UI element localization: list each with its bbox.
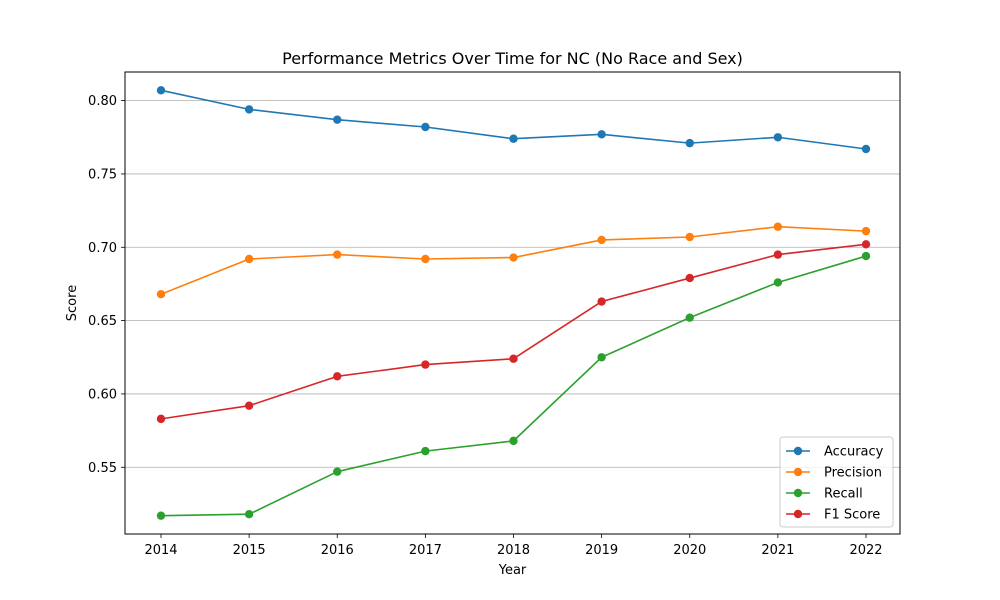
precision-point (509, 253, 518, 262)
series-precision (156, 222, 871, 299)
legend: Accuracy Precision Recall F1 Score (779, 436, 894, 528)
y-tick-label: 0.70 (88, 241, 117, 256)
legend-marker-f1-score (793, 509, 803, 519)
accuracy-point (509, 134, 518, 143)
grid-lines (125, 100, 900, 468)
y-tick-label: 0.60 (88, 387, 117, 402)
f1-score-point (861, 240, 871, 249)
chart-title: Performance Metrics Over Time for NC (No… (282, 49, 743, 68)
x-tick-label: 2014 (144, 543, 177, 558)
legend-frame (779, 436, 894, 528)
series-recall (156, 251, 871, 520)
legend-marker-recall (793, 488, 803, 498)
recall-line (160, 255, 867, 517)
accuracy-point (333, 115, 342, 124)
series-f1-score (156, 240, 871, 424)
accuracy-point (156, 86, 166, 95)
recall-point (156, 511, 166, 520)
y-tick-label: 0.80 (88, 94, 117, 109)
f1-score-point (156, 414, 166, 424)
x-axis-label: Year (498, 563, 527, 578)
y-tick-label: 0.65 (88, 314, 117, 329)
plot-frame (124, 71, 901, 535)
precision-point (421, 254, 430, 264)
legend-label-recall: Recall (824, 487, 863, 502)
f1-score-point (509, 354, 518, 363)
f1-score-point (597, 297, 606, 306)
precision-point (773, 222, 783, 231)
accuracy-point (773, 133, 783, 142)
recall-point (685, 313, 694, 322)
f1-score-point (685, 273, 694, 283)
legend-label-accuracy: Accuracy (824, 445, 884, 460)
recall-point (861, 251, 871, 261)
series-layer (156, 86, 871, 520)
y-tick-label: 0.55 (88, 461, 117, 476)
legend-label-precision: Precision (824, 466, 882, 481)
x-tick-label: 2015 (233, 543, 266, 558)
legend-marker-accuracy (793, 446, 803, 456)
f1-score-line (160, 243, 867, 420)
f1-score-point (421, 360, 430, 369)
recall-point (509, 436, 518, 446)
x-tick-label: 2016 (321, 543, 354, 558)
accuracy-point (861, 144, 871, 154)
precision-point (861, 226, 871, 236)
x-tick-label: 2018 (497, 543, 530, 558)
legend-marker-precision (793, 467, 803, 477)
series-accuracy (156, 86, 871, 154)
legend-label-f1-score: F1 Score (824, 508, 880, 523)
y-axis-label: Score (65, 285, 80, 321)
recall-point (333, 467, 342, 476)
x-tick-label: 2017 (409, 543, 442, 558)
recall-point (244, 510, 254, 519)
f1-score-point (333, 372, 342, 381)
precision-point (333, 250, 342, 259)
x-tick-label: 2021 (761, 543, 794, 558)
recall-point (597, 353, 606, 362)
precision-point (685, 232, 694, 242)
f1-score-point (244, 401, 254, 410)
x-axis-ticks: 2014 2015 2016 2017 2018 2019 2020 2021 2022 (144, 534, 883, 558)
f1-score-point (773, 250, 783, 259)
precision-point (597, 235, 606, 245)
accuracy-point (685, 138, 694, 148)
precision-point (156, 290, 166, 299)
accuracy-point (244, 105, 254, 114)
recall-point (421, 446, 430, 456)
x-tick-label: 2022 (849, 543, 882, 558)
precision-point (244, 254, 254, 264)
y-axis-ticks: 0.55 0.60 0.65 0.70 0.75 0.80 (88, 94, 125, 476)
x-tick-label: 2019 (585, 543, 618, 558)
x-tick-label: 2020 (673, 543, 706, 558)
accuracy-point (597, 130, 606, 139)
recall-point (773, 278, 783, 287)
accuracy-point (421, 122, 430, 132)
y-tick-label: 0.75 (88, 167, 117, 182)
